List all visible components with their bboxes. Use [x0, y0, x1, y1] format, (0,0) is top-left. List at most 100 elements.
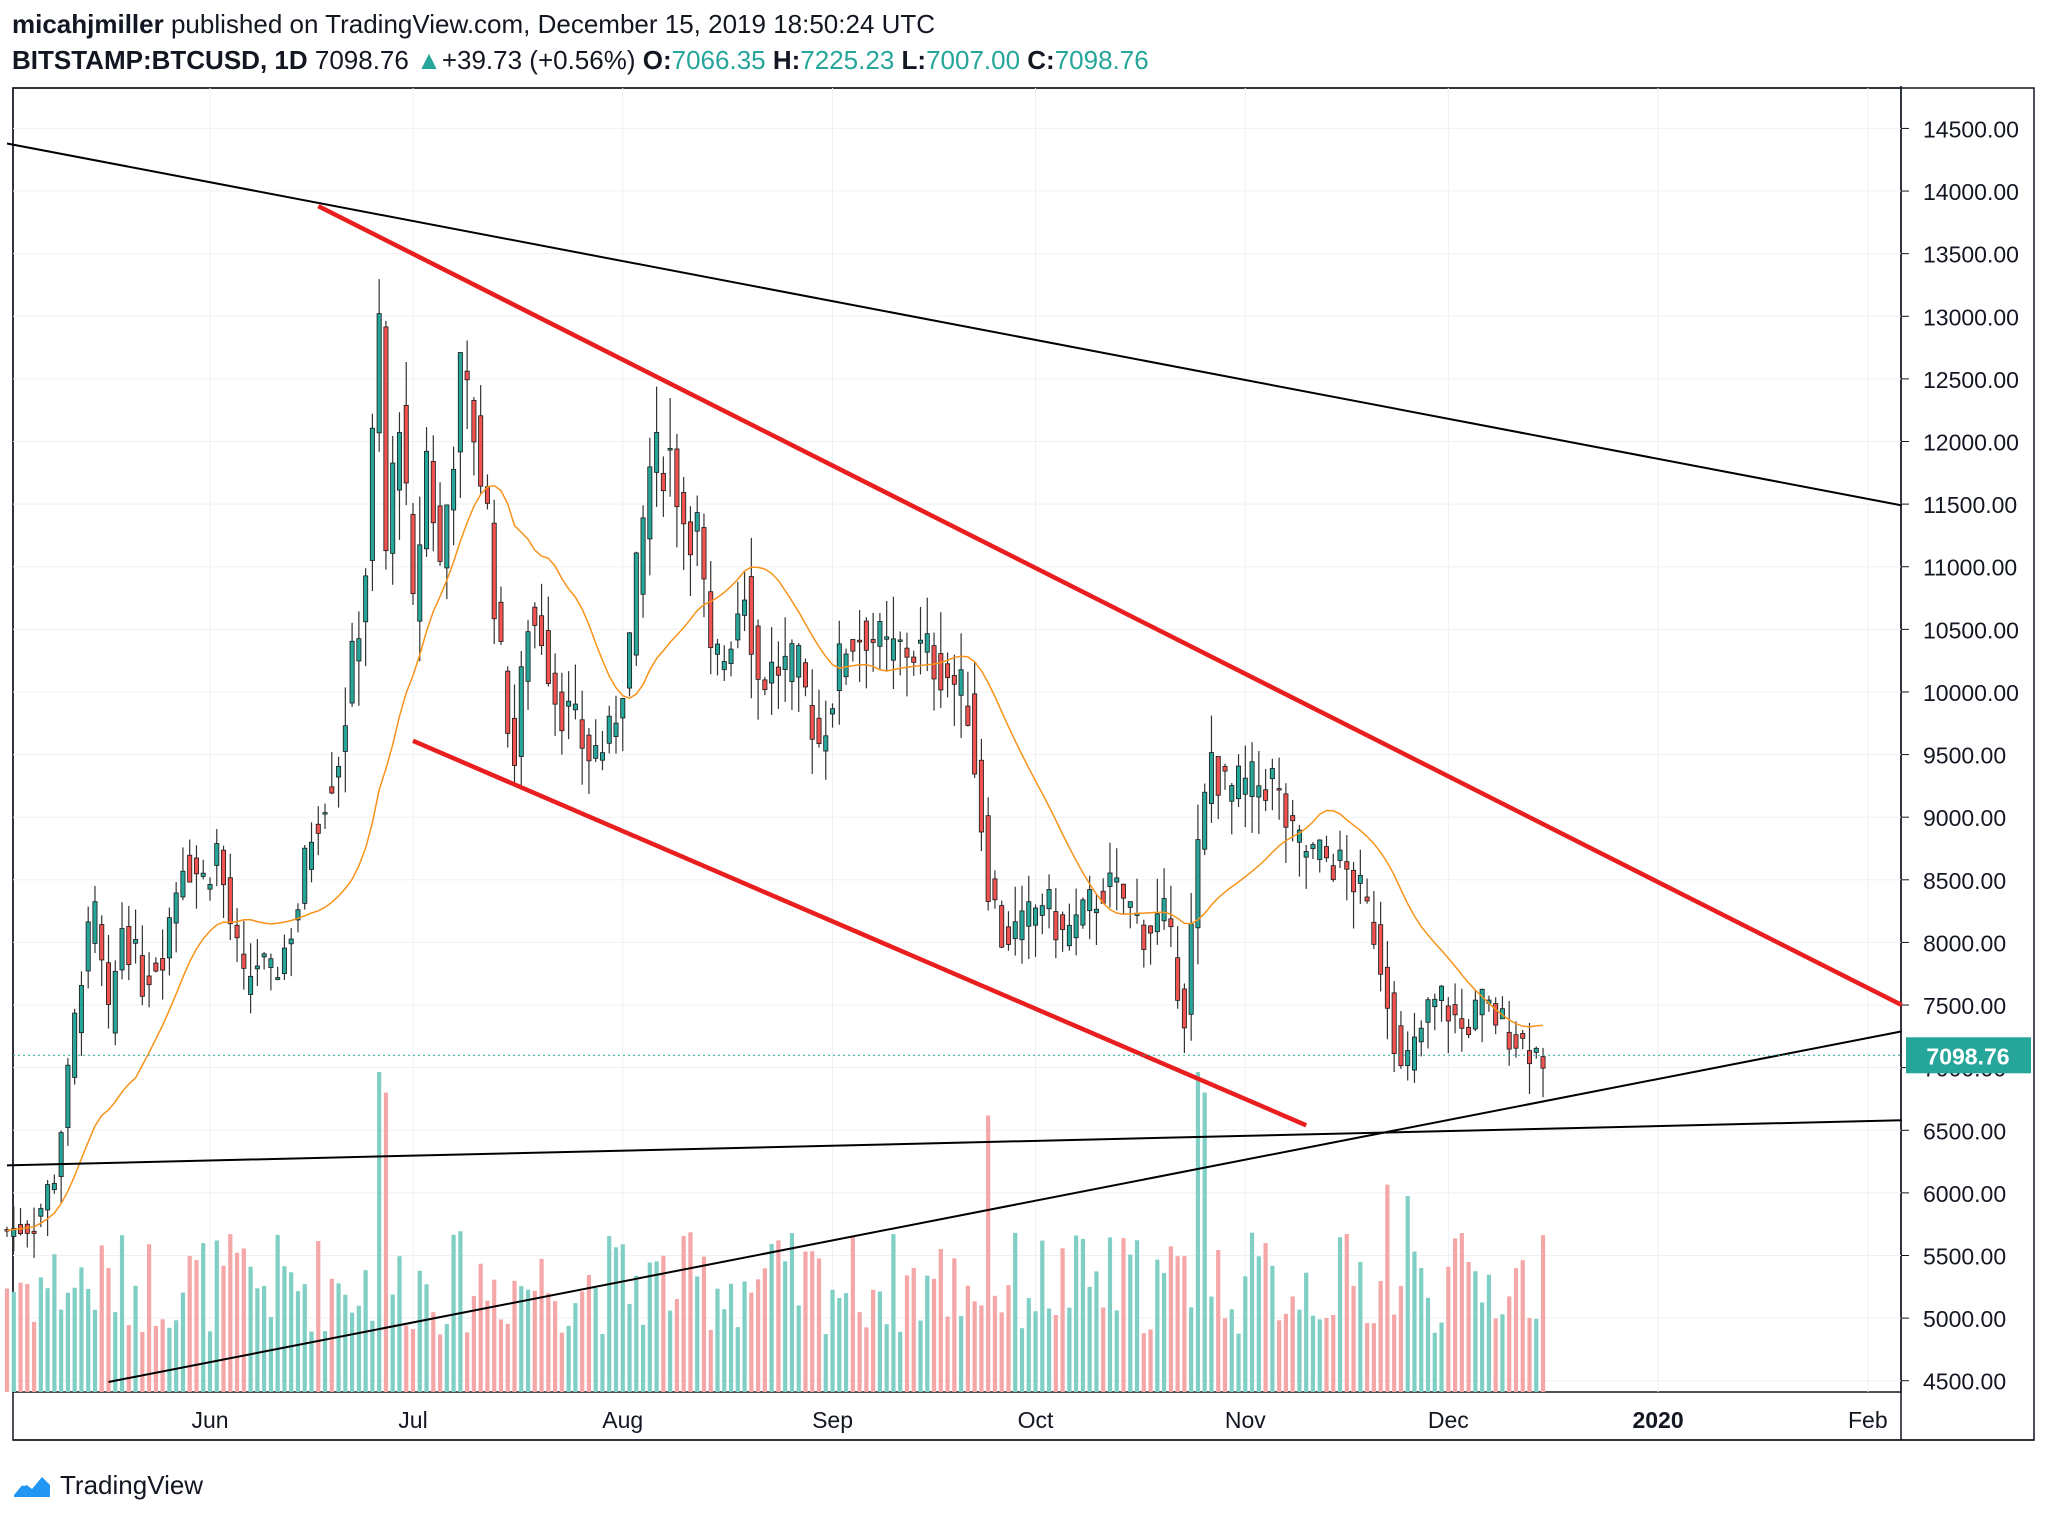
candle: [620, 698, 626, 719]
candle: [742, 599, 748, 616]
candle: [863, 620, 869, 651]
volume-bar: [756, 1279, 761, 1392]
candle: [1324, 846, 1329, 859]
candle: [1114, 877, 1120, 883]
y-tick-label: 7500.00: [1923, 993, 2006, 1019]
volume-bar: [1540, 1235, 1546, 1392]
moving-average-line: [6, 484, 1544, 1232]
volume-bar: [295, 1291, 301, 1392]
volume-bar: [282, 1266, 287, 1392]
volume-bar: [871, 1289, 876, 1392]
volume-bar: [1473, 1271, 1478, 1392]
volume-bar: [1182, 1256, 1187, 1392]
volume-bar: [1040, 1240, 1045, 1392]
chart-frame: [12, 87, 2035, 1441]
volume-bar: [1398, 1285, 1404, 1392]
volume-bar: [275, 1234, 280, 1392]
volume-bar: [417, 1270, 422, 1392]
candle: [633, 552, 639, 656]
candle: [552, 672, 558, 705]
candle: [261, 953, 267, 958]
tradingview-footer[interactable]: TradingView: [12, 1470, 203, 1501]
volume-bar: [1148, 1329, 1153, 1392]
candle: [410, 514, 416, 595]
volume-bar: [458, 1231, 463, 1392]
candle: [816, 717, 822, 745]
y-tick-label: 8000.00: [1923, 930, 2006, 956]
candle: [789, 643, 795, 683]
open-value: 7066.35: [671, 45, 766, 75]
volume-bar: [783, 1261, 788, 1392]
volume-bar: [1344, 1234, 1349, 1392]
candle: [1479, 988, 1485, 1016]
candle: [1236, 765, 1242, 800]
candle: [1364, 896, 1370, 902]
candle: [674, 448, 680, 508]
candle: [369, 427, 375, 561]
candle: [281, 947, 287, 974]
author-name[interactable]: micahjmiller: [12, 9, 164, 39]
volume-bar: [1405, 1196, 1410, 1392]
candle: [383, 326, 389, 552]
candle: [241, 953, 247, 969]
volume-bar: [938, 1249, 943, 1392]
candle: [1445, 1005, 1451, 1022]
volume-bar: [979, 1305, 984, 1392]
volume-bar: [539, 1258, 544, 1392]
volume-bar: [803, 1251, 808, 1392]
volume-bar: [1209, 1296, 1214, 1392]
volume-bar: [1121, 1238, 1126, 1392]
y-tick-label: 6000.00: [1923, 1181, 2006, 1207]
candle: [566, 700, 572, 707]
volume-bar: [830, 1289, 835, 1392]
volume-bar: [762, 1268, 767, 1392]
candle: [708, 591, 714, 649]
volume-bar: [925, 1275, 930, 1392]
candle: [782, 655, 788, 670]
candle: [1459, 1018, 1465, 1029]
candle: [1073, 914, 1079, 939]
candle: [972, 693, 978, 775]
volume-bar: [248, 1266, 253, 1392]
candle: [234, 924, 240, 939]
volume-bar: [965, 1285, 970, 1392]
volume-bar: [627, 1303, 632, 1392]
candle: [525, 631, 531, 682]
candle: [99, 924, 105, 961]
volume-bar: [329, 1278, 334, 1392]
flat-black-trendline: [6, 1119, 1902, 1167]
candle: [417, 544, 423, 622]
volume-bar: [1263, 1243, 1268, 1392]
volume-bar: [65, 1292, 70, 1392]
volume-bar: [1452, 1238, 1458, 1392]
candle: [1093, 908, 1099, 914]
candle: [1378, 924, 1384, 975]
candle: [444, 504, 450, 569]
y-tick-label: 9500.00: [1923, 743, 2006, 769]
candle: [315, 823, 321, 834]
tradingview-logo-icon: [14, 1476, 50, 1497]
volume-bar: [1114, 1310, 1119, 1392]
symbol-line: BITSTAMP:BTCUSD, 1D 7098.76 ▲+39.73 (+0.…: [12, 42, 1149, 78]
volume-bar: [681, 1235, 686, 1392]
candle: [843, 653, 849, 678]
volume-bar: [59, 1309, 64, 1392]
volume-bar: [1195, 1072, 1201, 1392]
candle: [1066, 924, 1072, 947]
volume-bar: [1425, 1297, 1431, 1392]
candle: [951, 675, 957, 685]
volume-bar: [789, 1233, 795, 1392]
y-tick-label: 5500.00: [1923, 1243, 2006, 1269]
x-tick-label: Aug: [602, 1407, 643, 1433]
candle: [1080, 899, 1086, 926]
volume-bar: [343, 1294, 348, 1392]
candle: [1026, 901, 1032, 927]
candle: [667, 448, 673, 451]
candle: [1249, 761, 1255, 798]
candle: [471, 400, 477, 443]
candle: [363, 575, 369, 623]
y-tick-label: 11000.00: [1923, 555, 2017, 581]
last-price-badge: [1906, 1037, 2031, 1074]
candle: [1060, 914, 1066, 931]
